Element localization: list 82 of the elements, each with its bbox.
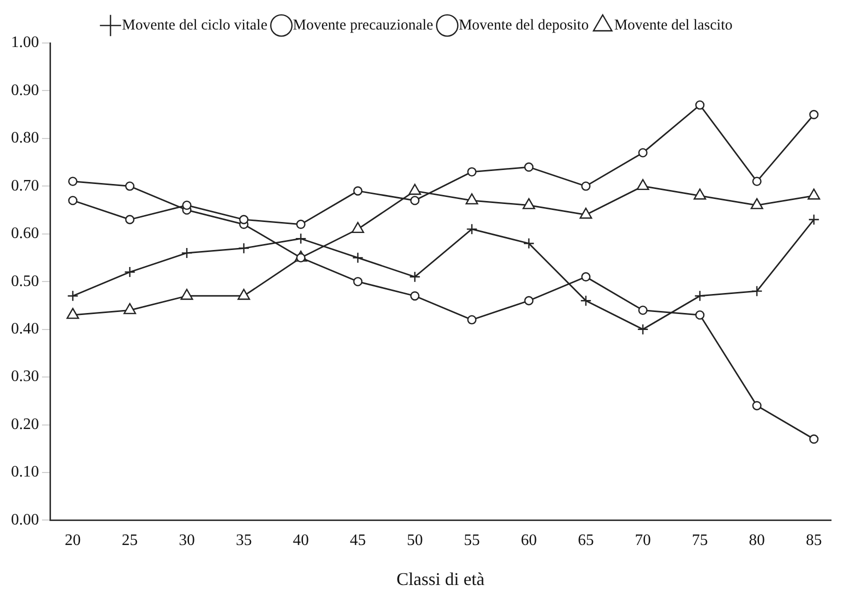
point (124, 303, 136, 314)
point (238, 242, 250, 254)
x-tick-label: 65 (578, 532, 594, 550)
x-tick-label: 45 (350, 532, 366, 550)
point (182, 200, 192, 210)
y-tick-label: 1.00 (11, 34, 39, 52)
x-tick-label: 80 (748, 532, 765, 550)
point (181, 247, 192, 259)
point (68, 196, 78, 206)
y-tick-label: 0.50 (11, 272, 39, 290)
point (296, 220, 306, 229)
point (66, 308, 80, 319)
point (752, 176, 762, 186)
point (466, 193, 478, 204)
point (808, 188, 820, 200)
y-tick-label: 0.90 (11, 82, 39, 99)
point (353, 276, 362, 286)
x-tick-label: 20 (64, 532, 81, 550)
point (524, 162, 534, 172)
point (67, 290, 78, 302)
x-tick-label: 30 (178, 532, 195, 550)
point (638, 306, 648, 315)
y-tick-label: 0.20 (11, 416, 39, 433)
y-tick-label: 0.80 (11, 130, 39, 147)
x-tick-label: 35 (236, 532, 252, 550)
point (581, 272, 591, 282)
point (466, 223, 478, 235)
x-tick-label: 75 (692, 532, 708, 550)
point (751, 285, 763, 297)
point (581, 182, 591, 191)
y-tick-label: 0.70 (11, 177, 39, 194)
point (580, 208, 592, 219)
point (238, 288, 250, 300)
point (467, 167, 477, 176)
legend-label: Movente del ciclo vitale (122, 17, 268, 34)
point (750, 198, 764, 210)
point (809, 110, 819, 120)
x-tick-label: 40 (292, 532, 309, 550)
point (695, 310, 705, 320)
point (353, 186, 362, 196)
point (524, 296, 534, 306)
point (694, 188, 706, 200)
legend-label: Movente del lascito (614, 17, 733, 34)
y-tick-label: 0.60 (11, 225, 39, 242)
x-tick-label: 60 (520, 532, 537, 550)
x-axis-title: Classi di età (396, 568, 484, 589)
point (68, 176, 78, 186)
x-tick-label: 85 (806, 532, 822, 550)
point (808, 214, 820, 226)
point (523, 238, 535, 250)
x-tick-label: 50 (406, 532, 423, 550)
point (638, 148, 648, 158)
x-tick-label: 70 (634, 532, 651, 550)
legend-label: Movente del deposito (458, 17, 589, 34)
point (695, 100, 705, 110)
point (809, 434, 819, 444)
point (636, 179, 650, 190)
point (694, 290, 706, 302)
x-tick-label: 25 (122, 532, 138, 550)
point (467, 315, 477, 324)
point (239, 214, 248, 224)
point (295, 233, 306, 244)
point (580, 295, 592, 306)
point (180, 288, 194, 300)
point (410, 291, 420, 301)
y-tick-label: 0.40 (11, 320, 39, 338)
point (522, 198, 536, 210)
point (408, 184, 422, 195)
point (352, 222, 364, 234)
point (124, 266, 136, 278)
point (410, 196, 420, 206)
y-tick-label: 0.30 (11, 368, 39, 386)
point (125, 182, 134, 191)
point (637, 324, 649, 335)
y-tick-label: 0.10 (11, 464, 39, 481)
point (352, 252, 364, 264)
point (125, 214, 134, 224)
x-tick-label: 55 (464, 532, 480, 550)
legend-label: Movente precauzionale (292, 17, 434, 34)
point (409, 271, 420, 282)
y-tick-label: 0.00 (11, 511, 39, 528)
point (752, 401, 762, 410)
